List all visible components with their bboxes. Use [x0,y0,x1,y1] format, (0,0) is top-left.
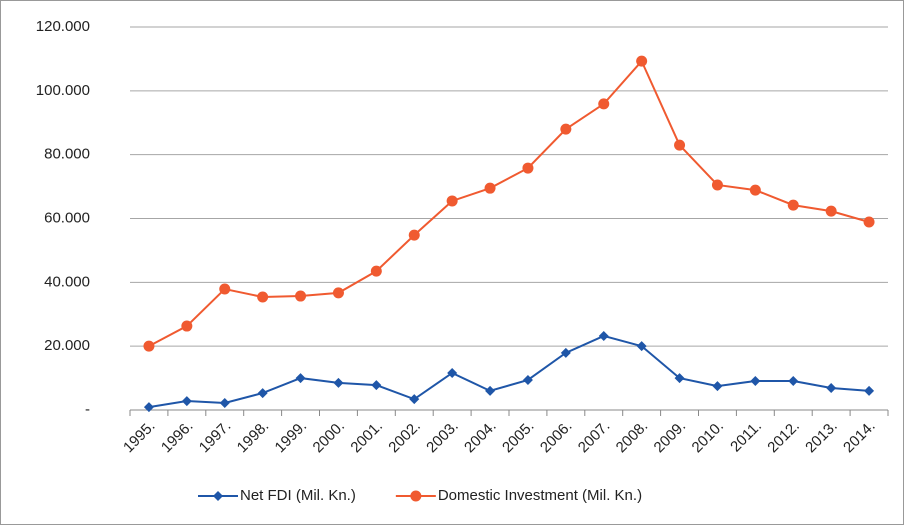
data-point [598,330,609,341]
data-point [560,123,572,135]
data-point [825,205,837,217]
data-point [788,375,799,386]
data-point [787,199,799,211]
data-point [749,184,761,196]
y-tick-label: 80.000 [44,146,90,163]
legend-marker [213,491,223,501]
data-point [295,290,307,302]
y-tick-label: 120.000 [36,18,90,35]
series-line [148,334,870,409]
data-point [674,139,686,151]
data-point [522,162,534,174]
data-point [333,377,344,388]
data-point [332,287,344,299]
data-point [446,195,458,207]
data-point [750,375,761,386]
data-point [181,396,192,407]
data-point [257,291,269,303]
data-point [143,402,154,413]
data-point [295,373,306,384]
data-point [257,388,268,399]
data-point [370,265,382,277]
data-point [143,340,155,352]
data-point [560,347,571,358]
data-point [598,98,610,110]
data-point [484,182,496,194]
legend-marker [410,490,422,502]
data-point [409,394,420,405]
data-point [636,55,648,67]
data-point [712,381,723,392]
data-point [863,216,875,228]
data-point [371,380,382,391]
y-tick-label: 20.000 [44,337,90,354]
legend-label: Net FDI (Mil. Kn.) [240,487,356,504]
data-point [219,397,230,408]
series-line [148,59,870,348]
data-point [408,229,420,241]
y-tick-label: - [85,401,90,418]
y-tick-label: 40.000 [44,273,90,290]
data-point [636,341,647,352]
data-point [447,367,458,378]
data-point [826,382,837,393]
data-point [711,179,723,191]
y-tick-label: 100.000 [36,82,90,99]
data-point [219,283,231,295]
data-point [485,385,496,396]
data-point [674,373,685,384]
data-point [522,374,533,385]
data-point [181,320,193,332]
legend-label: Domestic Investment (Mil. Kn.) [438,487,642,504]
data-point [864,385,875,396]
y-tick-label: 60.000 [44,209,90,226]
